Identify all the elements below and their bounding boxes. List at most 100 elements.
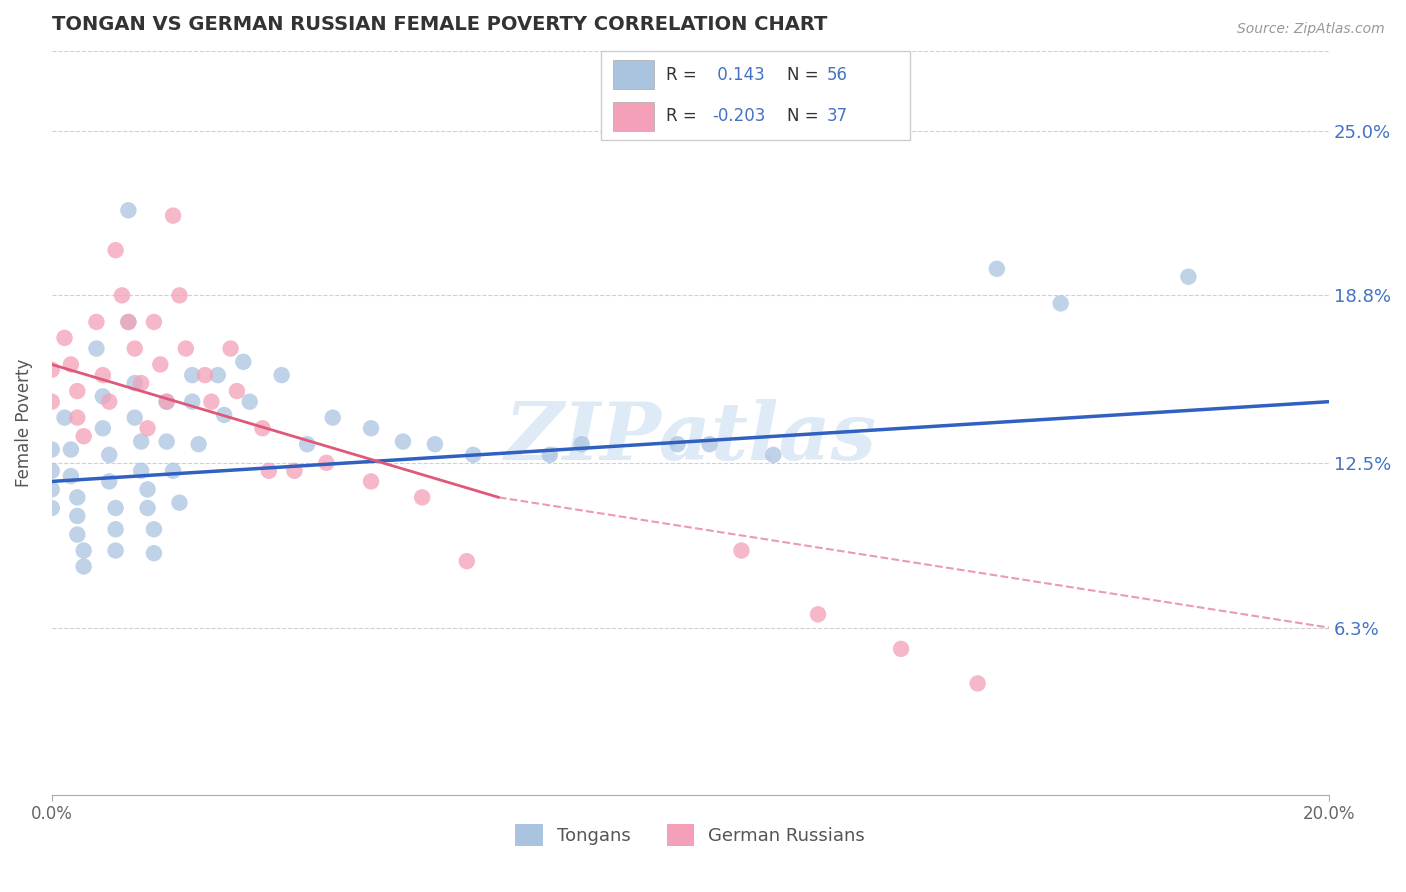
Point bbox=[169, 496, 191, 510]
Point bbox=[181, 394, 204, 409]
Point bbox=[322, 410, 344, 425]
Point bbox=[73, 559, 96, 574]
Point bbox=[41, 363, 63, 377]
FancyBboxPatch shape bbox=[613, 102, 654, 131]
Point bbox=[104, 543, 127, 558]
Text: TONGAN VS GERMAN RUSSIAN FEMALE POVERTY CORRELATION CHART: TONGAN VS GERMAN RUSSIAN FEMALE POVERTY … bbox=[52, 15, 827, 34]
Point bbox=[252, 421, 274, 435]
Text: 37: 37 bbox=[827, 107, 848, 125]
Text: R =: R = bbox=[666, 66, 696, 84]
Point bbox=[91, 389, 114, 403]
Point bbox=[104, 501, 127, 516]
Point bbox=[98, 448, 121, 462]
Point bbox=[423, 437, 446, 451]
Point bbox=[212, 408, 235, 422]
Text: R =: R = bbox=[666, 107, 696, 125]
Point bbox=[117, 203, 139, 218]
Point bbox=[136, 483, 159, 497]
Point bbox=[86, 315, 108, 329]
Point bbox=[59, 469, 82, 483]
Point bbox=[156, 394, 179, 409]
Point bbox=[392, 434, 415, 449]
Point bbox=[91, 421, 114, 435]
Point bbox=[699, 437, 721, 451]
Text: 0.143: 0.143 bbox=[713, 66, 765, 84]
Point bbox=[1177, 269, 1199, 284]
FancyBboxPatch shape bbox=[613, 60, 654, 89]
Text: N =: N = bbox=[786, 107, 818, 125]
Point bbox=[104, 522, 127, 536]
Point bbox=[207, 368, 229, 383]
Point bbox=[666, 437, 689, 451]
Point bbox=[98, 475, 121, 489]
Point bbox=[104, 243, 127, 257]
Point bbox=[315, 456, 337, 470]
Point bbox=[156, 434, 179, 449]
Point bbox=[156, 394, 179, 409]
Point bbox=[136, 421, 159, 435]
Point bbox=[66, 527, 89, 541]
Point bbox=[129, 464, 152, 478]
Point bbox=[129, 434, 152, 449]
Point bbox=[257, 464, 280, 478]
Point bbox=[283, 464, 305, 478]
Point bbox=[538, 448, 561, 462]
Point bbox=[66, 384, 89, 398]
Point bbox=[142, 546, 165, 560]
Point bbox=[149, 358, 172, 372]
Point bbox=[117, 315, 139, 329]
Point bbox=[111, 288, 134, 302]
Point bbox=[98, 394, 121, 409]
Point bbox=[890, 641, 912, 656]
Point bbox=[762, 448, 785, 462]
Point bbox=[66, 491, 89, 505]
Point bbox=[986, 261, 1008, 276]
Point bbox=[730, 543, 752, 558]
Point bbox=[41, 483, 63, 497]
Y-axis label: Female Poverty: Female Poverty bbox=[15, 359, 32, 487]
Point bbox=[270, 368, 292, 383]
Point bbox=[181, 368, 204, 383]
Point bbox=[169, 288, 191, 302]
Point bbox=[142, 522, 165, 536]
Point bbox=[73, 429, 96, 443]
Point bbox=[571, 437, 593, 451]
Point bbox=[162, 209, 184, 223]
Point bbox=[456, 554, 478, 568]
Point bbox=[41, 501, 63, 516]
Point bbox=[463, 448, 485, 462]
Point bbox=[411, 491, 433, 505]
Point bbox=[66, 508, 89, 523]
Point bbox=[41, 464, 63, 478]
Point bbox=[53, 331, 76, 345]
Text: Source: ZipAtlas.com: Source: ZipAtlas.com bbox=[1237, 22, 1385, 37]
Point bbox=[807, 607, 830, 622]
Point bbox=[360, 421, 382, 435]
Point bbox=[41, 394, 63, 409]
Text: -0.203: -0.203 bbox=[713, 107, 766, 125]
Point bbox=[162, 464, 184, 478]
Point bbox=[239, 394, 262, 409]
Point bbox=[295, 437, 318, 451]
Point bbox=[136, 501, 159, 516]
Point bbox=[194, 368, 217, 383]
Point bbox=[59, 442, 82, 457]
Legend: Tongans, German Russians: Tongans, German Russians bbox=[508, 816, 872, 853]
Point bbox=[1049, 296, 1071, 310]
Text: 56: 56 bbox=[827, 66, 848, 84]
FancyBboxPatch shape bbox=[600, 51, 910, 140]
Point bbox=[142, 315, 165, 329]
Point bbox=[117, 315, 139, 329]
Text: ZIPatlas: ZIPatlas bbox=[505, 399, 876, 476]
Point bbox=[124, 376, 146, 390]
Point bbox=[232, 355, 254, 369]
Point bbox=[966, 676, 988, 690]
Point bbox=[174, 342, 197, 356]
Point bbox=[226, 384, 249, 398]
Point bbox=[66, 410, 89, 425]
Point bbox=[360, 475, 382, 489]
Point bbox=[187, 437, 209, 451]
Point bbox=[129, 376, 152, 390]
Point bbox=[124, 342, 146, 356]
Point bbox=[124, 410, 146, 425]
